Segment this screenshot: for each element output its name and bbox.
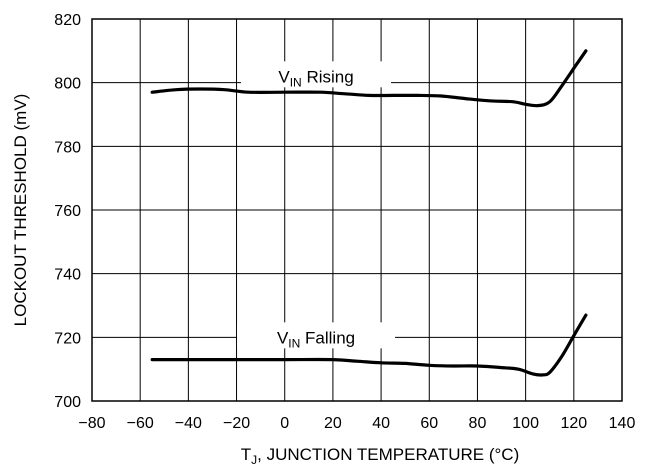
plot-frame xyxy=(91,18,623,402)
y-axis-title: LOCKOUT THRESHOLD (mV) xyxy=(11,94,30,327)
x-axis-title-main: T xyxy=(241,445,251,464)
x-tick-label: 40 xyxy=(372,415,390,432)
series-line-vin-rising xyxy=(150,49,588,108)
series-label-main: V xyxy=(277,328,289,347)
x-tick-label: 0 xyxy=(280,415,289,432)
x-tick-label: 60 xyxy=(420,415,438,432)
x-tick-label: −40 xyxy=(175,415,202,432)
series-label-background xyxy=(241,61,392,88)
y-tick-label: 820 xyxy=(54,12,81,29)
x-tick-label: −20 xyxy=(223,415,250,432)
x-tick-label: 100 xyxy=(512,415,539,432)
series-label-rest: Rising xyxy=(302,67,354,86)
series-label-sub: IN xyxy=(288,336,300,350)
x-tick-label: −60 xyxy=(127,415,154,432)
y-tick-label: 720 xyxy=(54,330,81,347)
series-label-vin-rising: VIN Rising xyxy=(278,67,353,89)
series-label-main: V xyxy=(278,67,290,86)
y-tick-label: 780 xyxy=(54,139,81,156)
x-tick-label: 120 xyxy=(560,415,587,432)
y-tick-label: 740 xyxy=(54,267,81,284)
series-label-rest: Falling xyxy=(300,328,355,347)
x-axis-title-sub: J xyxy=(251,453,257,467)
tick-labels: −80 −60 −40 −20 0 20 40 60 80 100 120 140 700 720 740 7… xyxy=(54,12,635,432)
y-tick-label: 800 xyxy=(54,76,81,93)
x-tick-label: 80 xyxy=(469,415,487,432)
series-label-sub: IN xyxy=(290,75,302,89)
x-axis-title: TJ, JUNCTION TEMPERATURE (°C) xyxy=(241,445,520,467)
y-tick-label: 760 xyxy=(54,203,81,220)
x-axis-title-rest: , JUNCTION TEMPERATURE (°C) xyxy=(257,445,519,464)
x-tick-label: −80 xyxy=(78,415,105,432)
x-tick-label: 20 xyxy=(324,415,342,432)
y-tick-label: 700 xyxy=(54,394,81,411)
series-label-background xyxy=(237,322,396,349)
series-label-vin-falling: VIN Falling xyxy=(277,328,355,350)
x-tick-label: 140 xyxy=(609,415,636,432)
series-line-vin-falling xyxy=(150,313,588,377)
data-lines xyxy=(150,49,588,377)
